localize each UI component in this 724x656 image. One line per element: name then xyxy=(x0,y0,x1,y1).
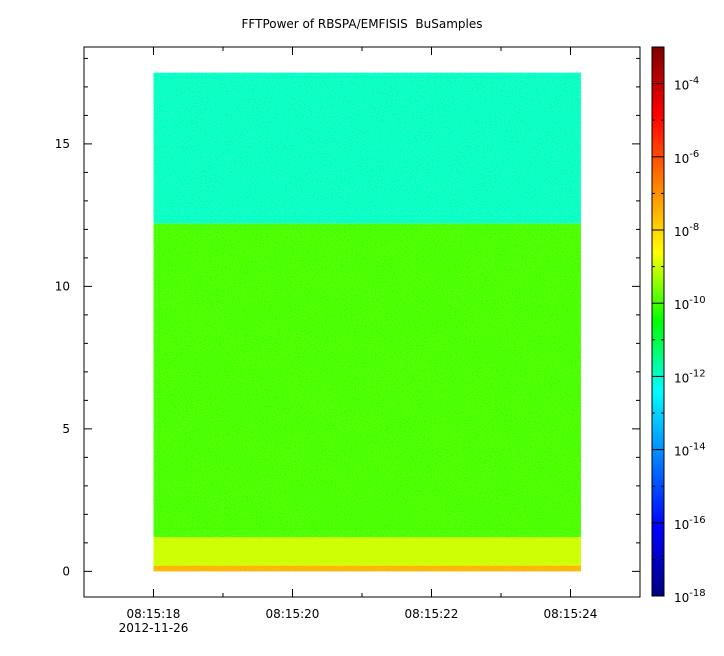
spectrogram-speckle xyxy=(153,72,581,572)
y-axis: 0 5 10 15 xyxy=(55,57,640,578)
x-tick-label: 08:15:18 xyxy=(127,607,181,621)
colorbar-tick-label: 10-14 xyxy=(674,442,706,459)
colorbar-tick-label: 10-4 xyxy=(674,76,699,93)
colorbar-tick-label: 10-6 xyxy=(674,149,699,166)
colorbar xyxy=(651,46,665,597)
y-tick-label: 10 xyxy=(55,279,70,293)
colorbar-tick-label: 10-12 xyxy=(674,368,706,385)
colorbar-tick-label: 10-10 xyxy=(674,295,706,312)
x-tick-label: 08:15:22 xyxy=(405,607,459,621)
colorbar-tick-label: 10-18 xyxy=(674,588,706,605)
y-tick-label: 0 xyxy=(62,564,70,578)
colorbar-axis: 10-4 10-6 10-8 10-10 10-12 10-14 10-16 10-18 xyxy=(652,46,706,605)
y-tick-label: 5 xyxy=(62,422,70,436)
colorbar-tick-label: 10-16 xyxy=(674,515,706,532)
chart-title: FFTPower of RBSPA/EMFISIS BuSamples xyxy=(241,17,483,31)
x-tick-label: 08:15:20 xyxy=(266,607,320,621)
x-tick-label: 08:15:24 xyxy=(544,607,598,621)
y-tick-label: 15 xyxy=(55,137,70,151)
colorbar-tick-label: 10-8 xyxy=(674,222,699,239)
x-date-label: 2012-11-26 xyxy=(119,621,189,635)
